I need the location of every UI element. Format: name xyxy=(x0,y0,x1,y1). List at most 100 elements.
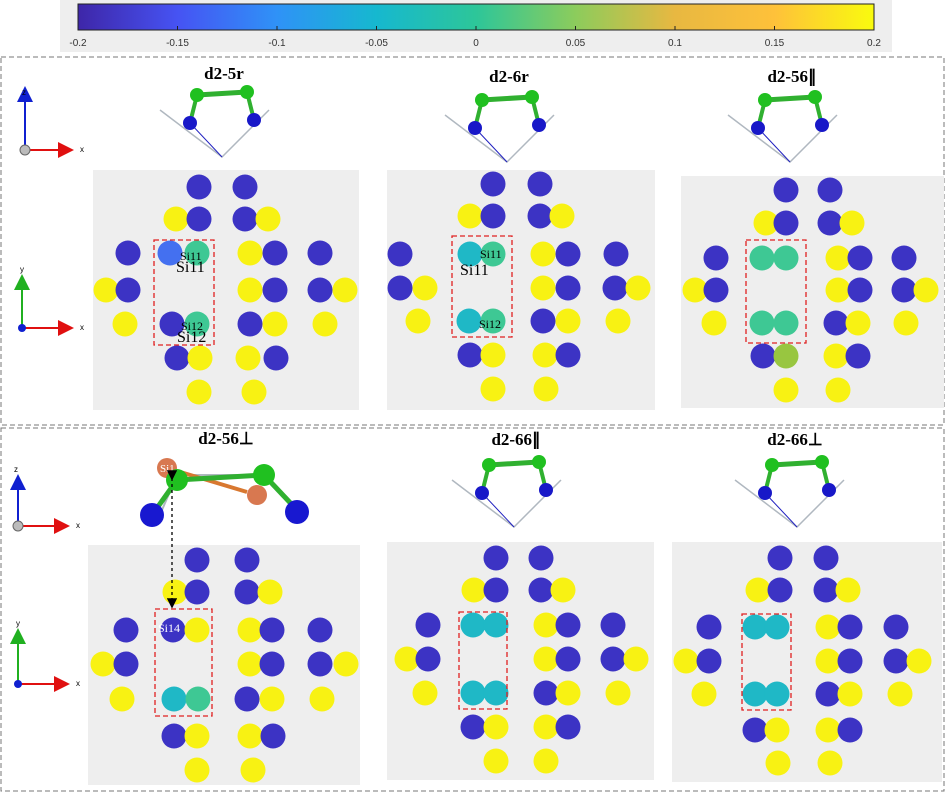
atom xyxy=(457,342,483,368)
atom xyxy=(815,118,829,132)
atom xyxy=(460,612,486,638)
atom xyxy=(232,174,258,200)
atom xyxy=(527,171,553,197)
atom xyxy=(262,240,288,266)
atom xyxy=(112,311,138,337)
atom xyxy=(475,486,489,500)
atom xyxy=(184,617,210,643)
atom xyxy=(190,88,204,102)
atom xyxy=(483,680,509,706)
atom xyxy=(891,245,917,271)
atom xyxy=(412,680,438,706)
atom xyxy=(845,343,871,369)
atom xyxy=(825,245,851,271)
atom xyxy=(773,177,799,203)
atom xyxy=(234,579,260,605)
panel-title-d2-56-parallel: d2-56∥ xyxy=(767,67,816,86)
atom xyxy=(113,651,139,677)
site-label-si12-large: Si12 xyxy=(177,329,206,346)
colorbar: -0.2 -0.15 -0.1 -0.05 0 0.05 0.1 0.15 0.2 xyxy=(60,0,892,52)
atom xyxy=(765,458,779,472)
atom xyxy=(845,310,871,336)
atom xyxy=(164,345,190,371)
highlight-box xyxy=(458,611,508,710)
atom xyxy=(817,750,843,776)
atom xyxy=(482,458,496,472)
atom xyxy=(285,500,309,524)
atom xyxy=(691,681,717,707)
atom xyxy=(232,206,258,232)
atom xyxy=(161,686,187,712)
atom xyxy=(837,717,863,743)
atom xyxy=(773,210,799,236)
atom xyxy=(307,277,333,303)
colorbar-bar xyxy=(77,3,875,31)
colorbar-tick-label: 0.1 xyxy=(668,38,682,49)
atom xyxy=(883,648,909,674)
atom xyxy=(758,93,772,107)
atom xyxy=(701,310,727,336)
site-label-si12: Si12 xyxy=(181,319,203,333)
atom xyxy=(480,376,506,402)
atom xyxy=(259,617,285,643)
atom xyxy=(605,308,631,334)
atom xyxy=(532,342,558,368)
colorbar-tick-label: 0.15 xyxy=(765,38,785,49)
atom xyxy=(237,240,263,266)
atom xyxy=(837,648,863,674)
atom xyxy=(468,121,482,135)
atom xyxy=(742,717,768,743)
atom xyxy=(823,343,849,369)
dimer-structure-d2-66-parallel xyxy=(451,455,562,528)
atom xyxy=(234,547,260,573)
atom xyxy=(528,577,554,603)
atom xyxy=(532,455,546,469)
atom xyxy=(480,203,506,229)
atom xyxy=(625,275,651,301)
colorbar-tick-label: 0.2 xyxy=(867,38,881,49)
atom xyxy=(758,486,772,500)
atom xyxy=(237,617,263,643)
atom xyxy=(600,646,626,672)
atom xyxy=(893,310,919,336)
axis-label-y: y xyxy=(20,265,24,274)
atom xyxy=(825,277,851,303)
atom xyxy=(750,343,776,369)
atom xyxy=(332,277,358,303)
site-label-si14: Si14 xyxy=(158,621,180,635)
atom xyxy=(696,614,722,640)
atom xyxy=(815,648,841,674)
atom xyxy=(247,113,261,127)
atom xyxy=(530,308,556,334)
dimer-structures xyxy=(140,85,845,528)
axis-label-z: z xyxy=(22,88,26,97)
atom xyxy=(823,310,849,336)
atom xyxy=(682,277,708,303)
axis-label-x: x xyxy=(76,679,80,688)
atom xyxy=(835,577,861,603)
atom-map-d2-66-parallel xyxy=(387,542,654,780)
atom xyxy=(183,116,197,130)
site-label-si11: Si11 xyxy=(180,249,202,263)
highlight-box xyxy=(741,613,792,711)
atom xyxy=(394,646,420,672)
atom xyxy=(533,748,559,774)
atom xyxy=(605,680,631,706)
atom xyxy=(159,311,185,337)
atom xyxy=(113,617,139,643)
atom xyxy=(555,275,581,301)
axis-label-x: x xyxy=(76,521,80,530)
atom xyxy=(753,210,779,236)
atom xyxy=(237,277,263,303)
atom xyxy=(235,345,261,371)
atom-map-d2-5r xyxy=(93,170,359,410)
atom xyxy=(887,681,913,707)
atom xyxy=(815,614,841,640)
axis-label-z: z xyxy=(14,465,18,474)
axis-label-x: x xyxy=(80,323,84,332)
site-label-si11-large: Si11 xyxy=(460,262,489,279)
atom xyxy=(815,681,841,707)
atom xyxy=(483,612,509,638)
atom xyxy=(742,681,768,707)
atom xyxy=(184,579,210,605)
